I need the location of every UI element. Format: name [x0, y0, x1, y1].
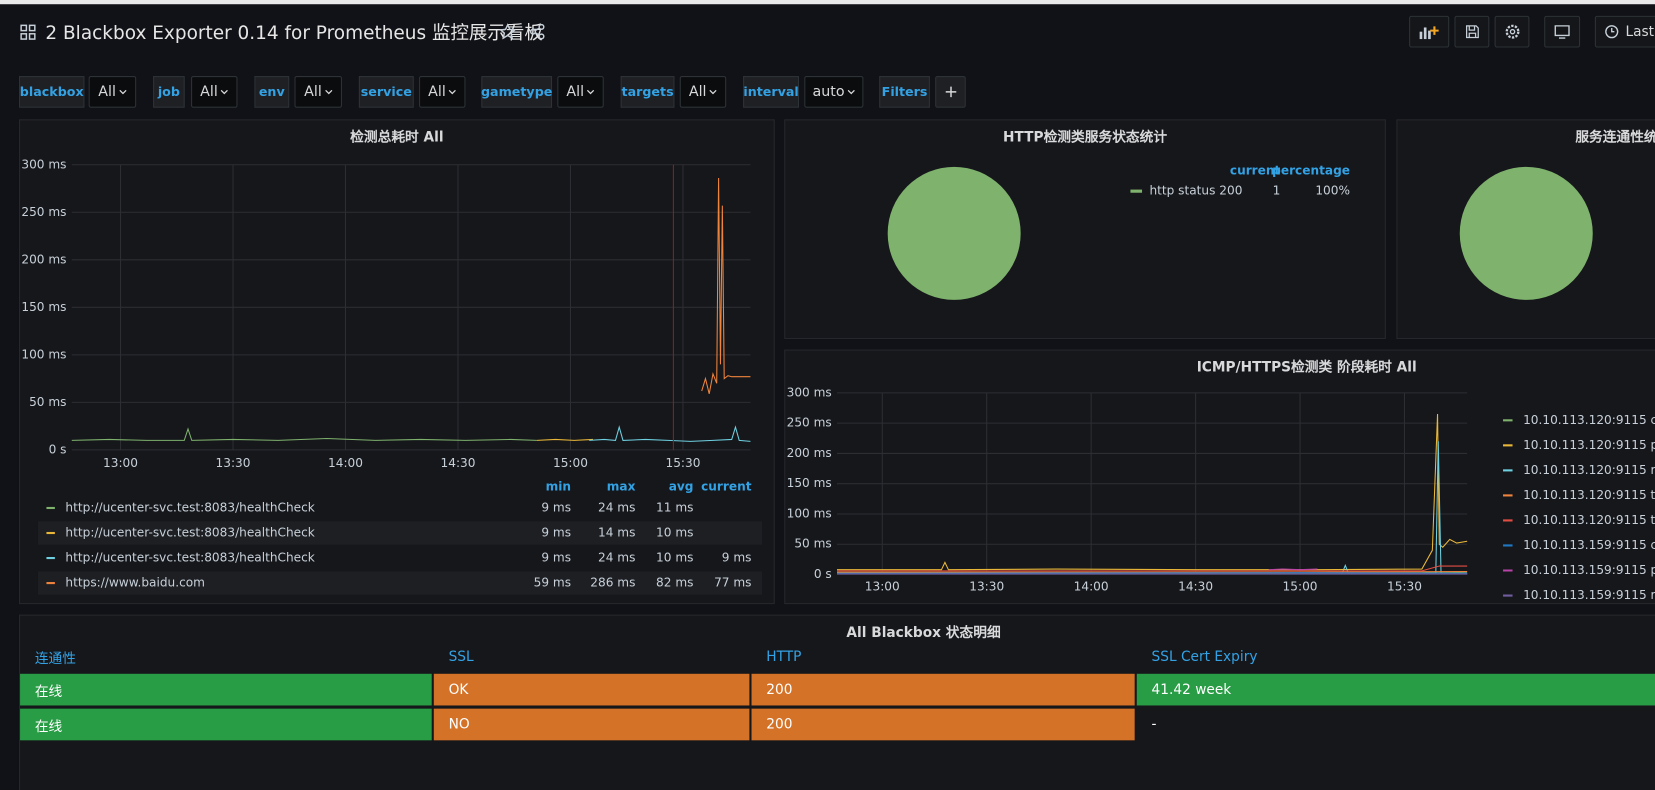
panel: 服务连通性统计 — [1396, 119, 1655, 340]
variable-value: All — [566, 83, 585, 101]
caret-icon — [587, 89, 595, 94]
caret-icon — [325, 89, 333, 94]
table-header[interactable]: 连通性 — [34, 651, 77, 667]
caret-icon — [847, 89, 856, 94]
star-icon[interactable] — [499, 23, 517, 40]
variable-value: All — [688, 83, 707, 101]
tv-icon — [1554, 25, 1570, 39]
plus-icon — [945, 86, 956, 98]
table-cell: 41.42 week — [1136, 673, 1655, 706]
variable-select[interactable]: All — [419, 76, 466, 108]
variable-label: env — [254, 76, 290, 108]
settings-button[interactable] — [1494, 15, 1530, 48]
variable-select[interactable]: All — [679, 76, 727, 108]
panel: HTTP检测类服务状态统计 — [784, 119, 1386, 340]
panel-title: ICMP/HTTPS检测类 阶段耗时 All — [1196, 360, 1417, 376]
variable-label: targets — [620, 76, 675, 108]
variable-label: interval — [743, 76, 800, 108]
variable-label: service — [358, 76, 414, 108]
table-cell: 在线 — [20, 708, 432, 741]
variable-label: blackbox — [18, 76, 85, 108]
table-cell: NO — [433, 708, 750, 741]
settings-icon — [1505, 24, 1519, 39]
save-icon — [1465, 25, 1479, 39]
add-filter-button[interactable] — [935, 76, 966, 108]
share-icon[interactable] — [529, 23, 546, 40]
filters-label[interactable]: Filters — [879, 76, 930, 108]
panel: ICMP/HTTPS检测类 阶段耗时 All — [784, 349, 1655, 605]
table-header[interactable]: HTTP — [766, 648, 802, 665]
panel-title: HTTP检测类服务状态统计 — [1003, 129, 1168, 146]
time-picker[interactable]: Last — [1594, 15, 1655, 48]
time-range: Last — [1625, 23, 1655, 40]
panel: 检测总耗时 All — [18, 119, 775, 605]
variable-select[interactable]: auto — [804, 76, 864, 108]
panel-title: 检测总耗时 All — [350, 129, 444, 146]
panel-title: 服务连通性统计 — [1575, 129, 1655, 146]
caret-icon — [449, 89, 457, 94]
variable-value: auto — [812, 83, 845, 101]
variable-select[interactable]: All — [294, 76, 342, 108]
dashboard-icon[interactable] — [20, 24, 36, 40]
variable-value: All — [98, 83, 116, 101]
variable-value: All — [428, 83, 446, 101]
variable-select[interactable]: All — [191, 76, 238, 108]
caret-icon — [119, 89, 127, 94]
table-cell: 200 — [751, 673, 1135, 706]
caret-icon — [709, 89, 718, 94]
variable-select[interactable]: All — [88, 76, 137, 108]
dashboard-title[interactable]: 2 Blackbox Exporter 0.14 for Prometheus … — [45, 23, 543, 45]
table-cell: 在线 — [20, 673, 432, 706]
variable-value: All — [200, 83, 218, 101]
add-panel-icon — [1419, 26, 1439, 40]
caret-icon — [221, 89, 229, 94]
table-cell: OK — [433, 673, 750, 706]
tv-mode-button[interactable] — [1544, 15, 1581, 48]
variable-value: All — [304, 83, 322, 101]
panel-title: All Blackbox 状态明细 — [846, 625, 1001, 642]
table-header[interactable]: SSL Cert Expiry — [1151, 648, 1258, 665]
clock-icon — [1605, 25, 1619, 39]
table-header[interactable]: SSL — [448, 648, 474, 665]
top-strip — [0, 0, 1655, 5]
table-cell: 200 — [751, 708, 1135, 741]
table-cell: - — [1151, 716, 1157, 733]
add-panel-button[interactable] — [1409, 15, 1450, 48]
variable-label: job — [153, 76, 185, 108]
save-button[interactable] — [1454, 15, 1490, 48]
variable-select[interactable]: All — [557, 76, 604, 108]
variable-label: gametype — [481, 76, 552, 108]
